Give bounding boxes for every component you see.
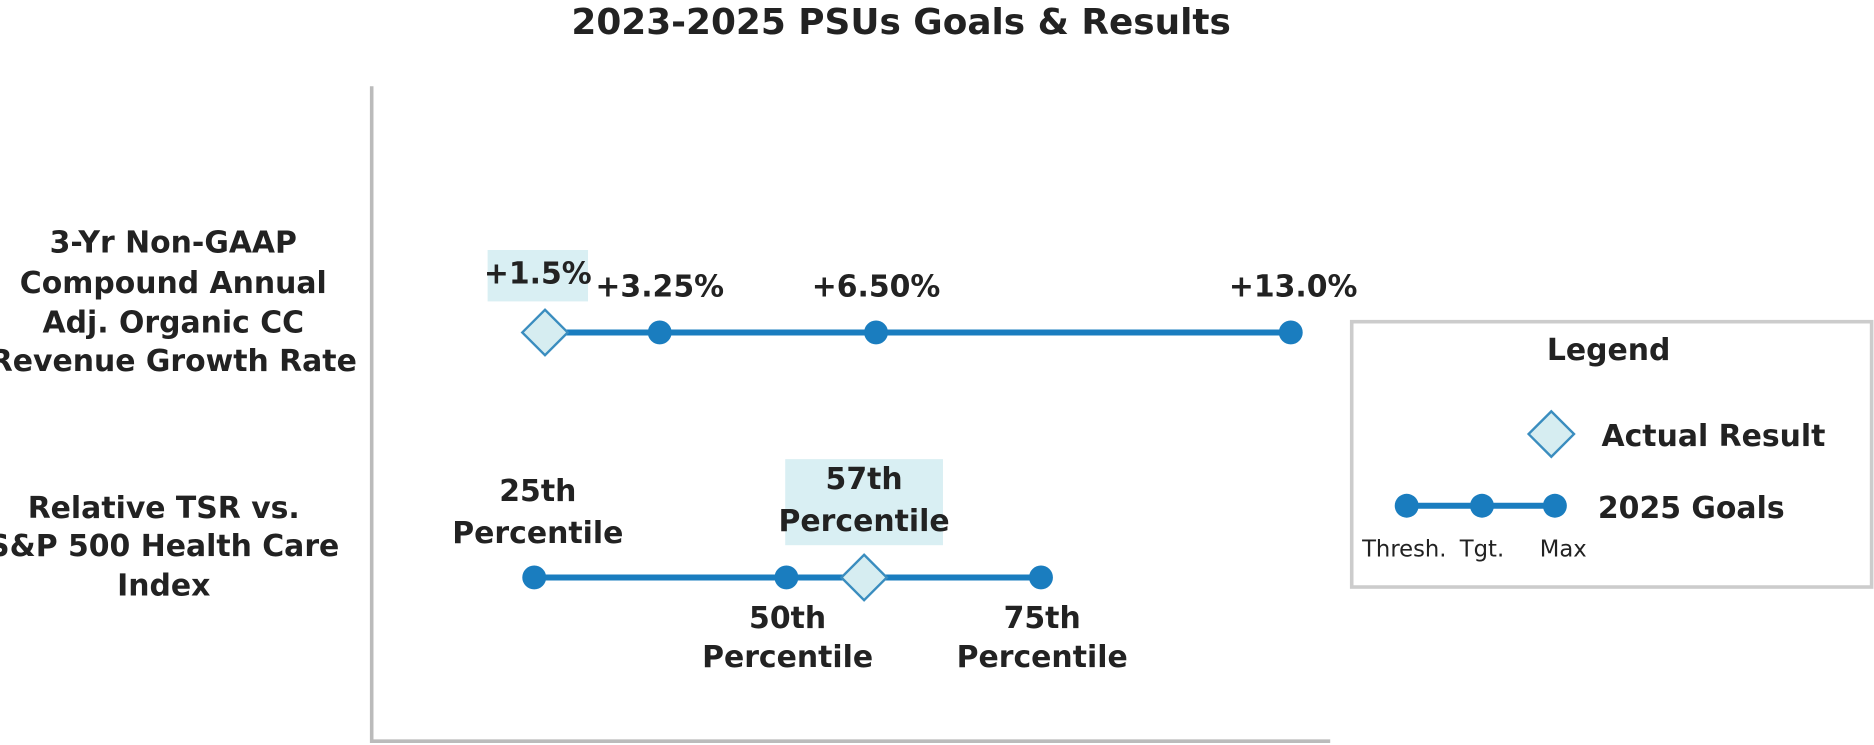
row-label: S&P 500 Health Care xyxy=(0,529,339,564)
actual-label-box xyxy=(785,459,943,546)
legend-goals: 2025 Goals xyxy=(1598,491,1785,526)
actual-label: 57th xyxy=(826,462,903,497)
goal-point xyxy=(864,320,888,345)
goal-label: +6.50% xyxy=(812,270,941,305)
goal-point xyxy=(647,320,672,345)
goal-point xyxy=(1278,320,1303,345)
goal-label: +3.25% xyxy=(595,270,724,305)
goal-label: Percentile xyxy=(957,640,1128,675)
actual-diamond xyxy=(839,553,889,602)
row-label: Relative TSR vs. xyxy=(28,491,300,526)
legend-point-label: Tgt. xyxy=(1459,536,1504,562)
legend-title: Legend xyxy=(1547,333,1671,368)
goal-label: Percentile xyxy=(452,516,623,551)
legend-point xyxy=(1542,493,1567,518)
frame-axis xyxy=(369,86,1331,743)
legend-point xyxy=(1394,493,1419,518)
goal-label: 50th xyxy=(749,601,826,636)
legend-diamond xyxy=(1526,409,1576,459)
goal-label: 75th xyxy=(1004,601,1081,636)
actual-diamond xyxy=(520,308,570,357)
row-label: Revenue Growth Rate xyxy=(0,344,357,379)
actual-label-box xyxy=(487,249,589,302)
goal-point xyxy=(774,565,799,590)
goal-point xyxy=(522,565,547,590)
goal-point xyxy=(1029,565,1053,590)
goal-label: 25th xyxy=(499,474,576,509)
legend-point-label: Max xyxy=(1540,536,1587,562)
title: 2023-2025 PSUs Goals & Results xyxy=(571,2,1230,43)
actual-label: +1.5% xyxy=(484,257,592,292)
row-label: Adj. Organic CC xyxy=(43,306,305,341)
row-label: 3-Yr Non-GAAP xyxy=(50,226,297,261)
legend-point xyxy=(1470,493,1494,518)
legend-point-label: Thresh. xyxy=(1361,536,1446,562)
row-label: Index xyxy=(117,569,210,604)
row-label: Compound Annual xyxy=(20,266,327,301)
actual-label: Percentile xyxy=(779,504,950,539)
legend-actual: Actual Result xyxy=(1602,419,1826,454)
goal-label: +13.0% xyxy=(1229,270,1358,305)
goal-label: Percentile xyxy=(702,640,873,675)
legend-box xyxy=(1349,319,1874,589)
